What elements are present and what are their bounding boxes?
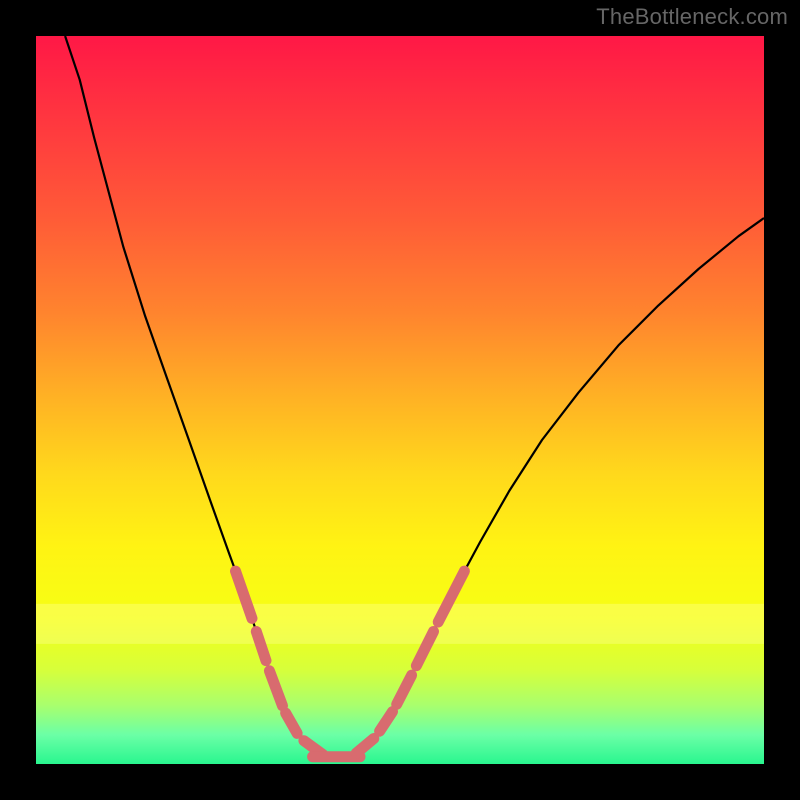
highlight-band [36,604,764,644]
chart-background [36,36,764,764]
chart-container: TheBottleneck.com [0,0,800,800]
watermark-text: TheBottleneck.com [596,4,788,30]
bottleneck-chart [0,0,800,800]
